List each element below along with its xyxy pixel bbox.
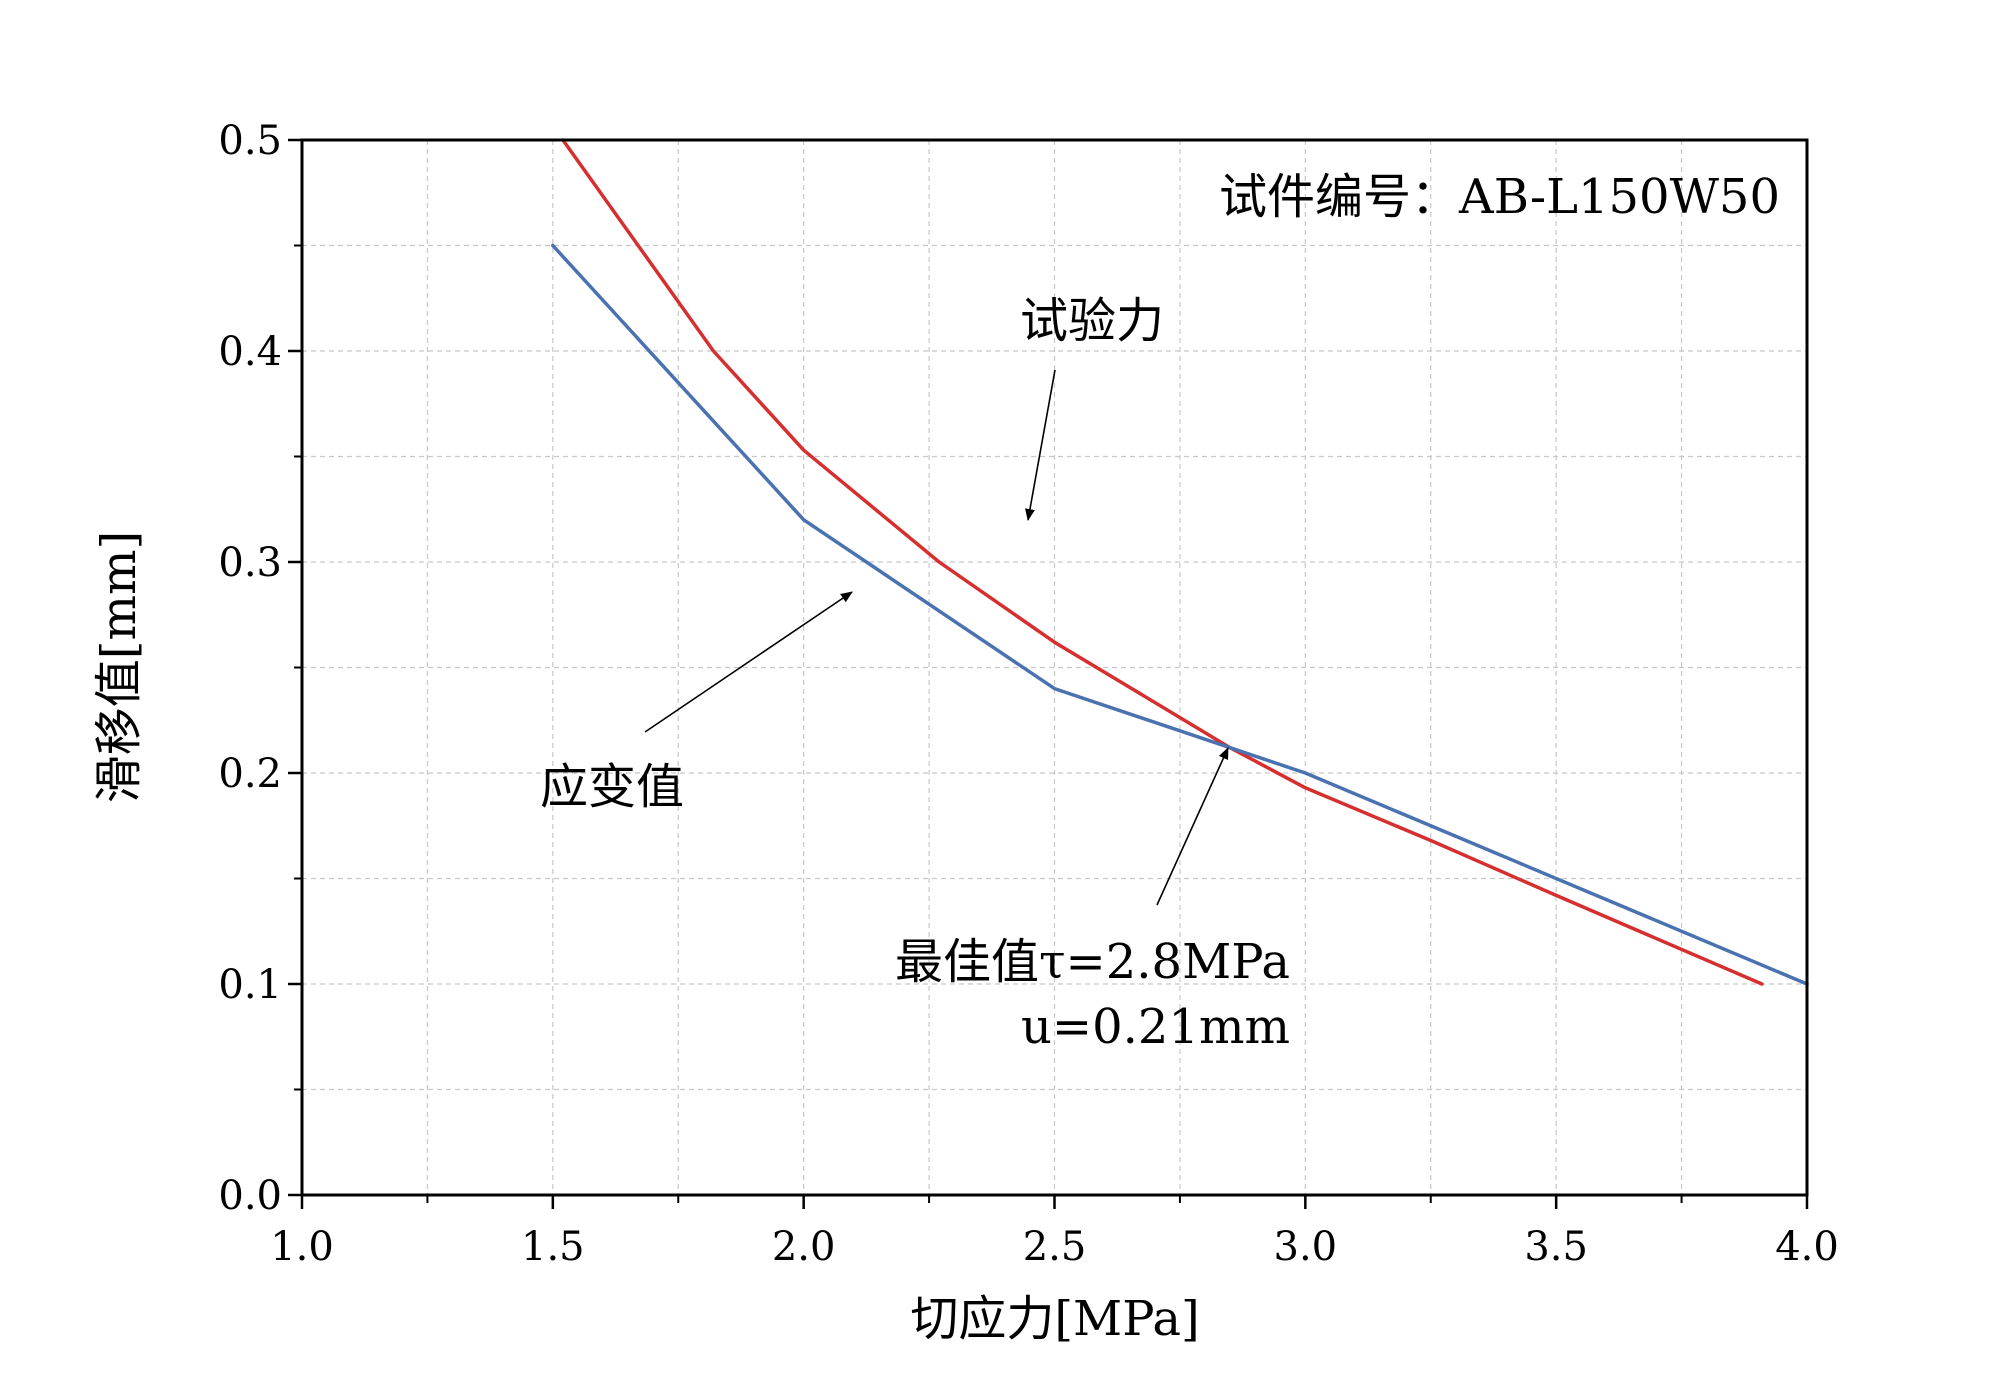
- x-tick-label: 2.0: [772, 1224, 836, 1270]
- specimen-annotation: 试件编号：AB-L150W50: [1219, 169, 1780, 225]
- x-axis-label: 切应力[MPa]: [910, 1291, 1199, 1347]
- x-tick-label: 3.5: [1524, 1224, 1588, 1270]
- y-tick-label: 0.2: [218, 751, 282, 797]
- y-axis-label: 滑移值[mm]: [91, 531, 147, 804]
- y-tick-label: 0.1: [218, 962, 282, 1008]
- y-tick-label: 0.0: [218, 1173, 282, 1219]
- x-tick-label: 3.0: [1274, 1224, 1338, 1270]
- series-line-force: [561, 138, 1764, 986]
- optimum-annotation-line2: u=0.21mm: [1021, 999, 1290, 1055]
- force-annotation: 试验力: [1020, 293, 1164, 349]
- x-tick-label: 4.0: [1775, 1224, 1839, 1270]
- y-tick-label: 0.4: [218, 329, 282, 375]
- ticks: 1.0 1.5 2.0 2.5 3.0 3.5 4.0 0.0 0.1 0.2 0.3 0.4 0.5: [218, 118, 1838, 1270]
- x-tick-label: 2.5: [1023, 1224, 1087, 1270]
- y-tick-label: 0.5: [218, 118, 282, 164]
- x-tick-label: 1.0: [270, 1224, 334, 1270]
- series-line-strain: [551, 243, 1809, 986]
- series-layer: [551, 138, 1809, 986]
- force-arrow: [1025, 369, 1056, 521]
- y-tick-label: 0.3: [218, 540, 282, 586]
- optimum-annotation-line1: 最佳值τ=2.8MPa: [895, 934, 1290, 990]
- strain-arrow: [644, 591, 853, 733]
- optimum-arrow: [1156, 747, 1229, 906]
- strain-annotation: 应变值: [540, 759, 684, 815]
- x-tick-label: 1.5: [521, 1224, 585, 1270]
